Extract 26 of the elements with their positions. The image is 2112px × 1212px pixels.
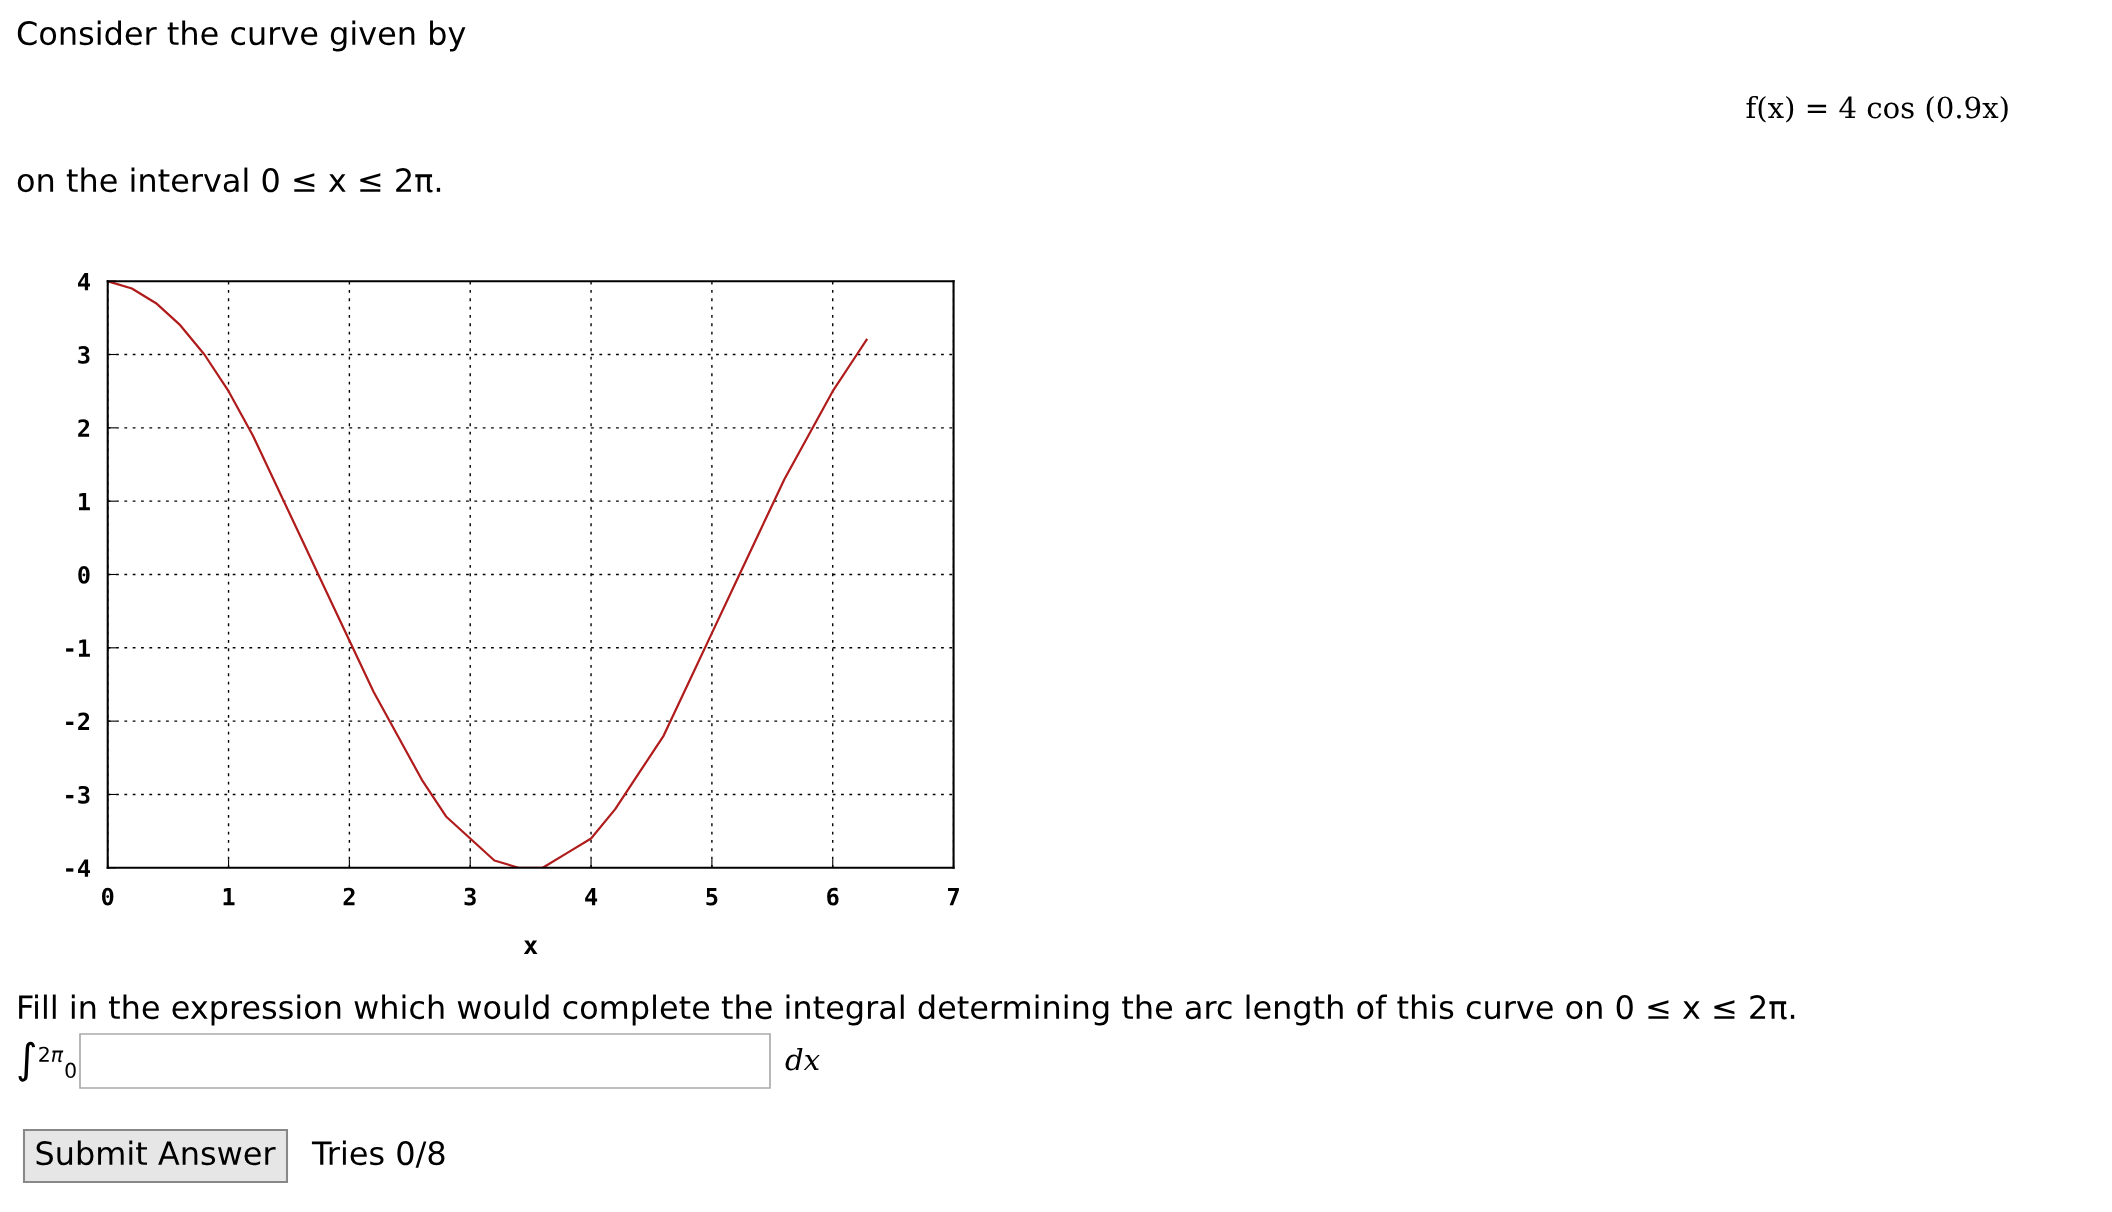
- text: f(x) = 4 cos (0.9x): [1746, 95, 2008, 123]
- x-tick-label: 5: [706, 887, 718, 906]
- y-tick-label: 3: [78, 345, 90, 364]
- text: dx: [785, 1047, 820, 1071]
- y-tick-label: -2: [66, 712, 90, 731]
- y-tick-label: -1: [66, 639, 90, 657]
- x-axis-title: x: [523, 940, 538, 955]
- text: Tries 0/8: [311, 1140, 445, 1168]
- x-tick-label: 1: [223, 887, 235, 906]
- text: Submit Answer: [36, 1140, 276, 1166]
- y-tick-label: 0: [78, 565, 90, 584]
- y-tick-label: 1: [79, 492, 90, 511]
- y-tick-label: 2: [78, 419, 90, 437]
- text: on the interval 0 ≤ x ≤ 2π.: [17, 167, 441, 193]
- y-tick-label: -4: [66, 859, 90, 877]
- x-tick-label: 3: [464, 887, 476, 906]
- text: ∫$^{2π}$$_{0}$: [18, 1041, 76, 1082]
- y-tick-label: 4: [78, 272, 90, 291]
- x-tick-label: 6: [827, 887, 839, 906]
- x-tick-label: 7: [948, 887, 959, 906]
- x-tick-label: 2: [343, 887, 355, 906]
- x-tick-label: 4: [585, 887, 598, 906]
- chart-title: Consider the curve given by: [17, 20, 466, 52]
- text: Fill in the expression which would complete the integral determining the arc length of this curve on 0 ≤ x ≤ 2π.: [19, 994, 1795, 1026]
- y-tick-label: -3: [66, 785, 90, 804]
- x-tick-label: 0: [102, 887, 114, 906]
